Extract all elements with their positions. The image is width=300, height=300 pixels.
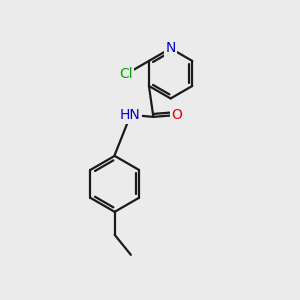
Text: Cl: Cl [119,67,133,81]
Text: O: O [172,108,182,122]
Text: N: N [165,41,176,56]
Text: HN: HN [120,108,141,122]
